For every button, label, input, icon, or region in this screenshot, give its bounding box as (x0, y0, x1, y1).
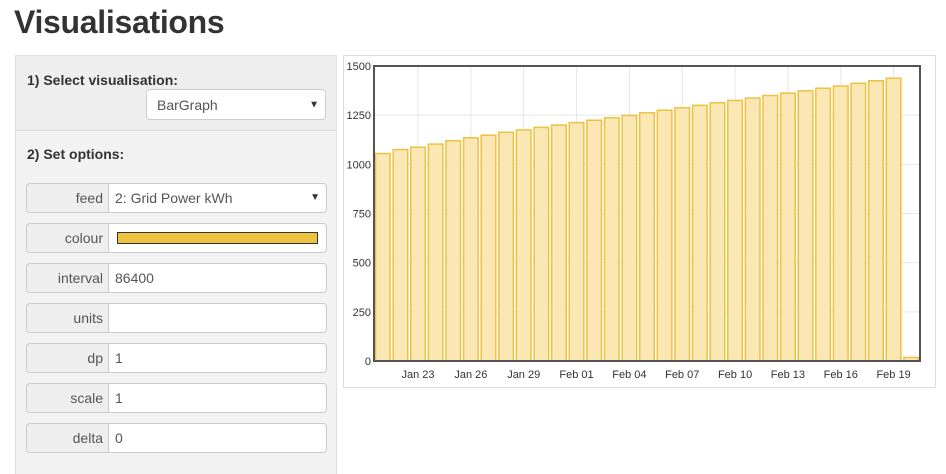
colour-swatch[interactable] (117, 232, 318, 244)
bar (691, 104, 708, 362)
feed-select-value: 2: Grid Power kWh (115, 190, 233, 206)
visualisation-options-panel: 1) Select visualisation: BarGraph ▼ 2) S… (15, 55, 337, 474)
option-row-scale: scale 1 (26, 383, 327, 413)
option-row-colour: colour (26, 223, 327, 253)
x-tick-label: Feb 10 (718, 369, 752, 381)
x-tick-label: Feb 07 (665, 369, 699, 381)
feed-label: feed (26, 183, 108, 213)
bar (480, 134, 497, 362)
y-tick-label: 250 (353, 307, 371, 319)
bar (550, 124, 567, 362)
bar (850, 82, 867, 362)
dp-input[interactable]: 1 (108, 343, 327, 373)
interval-input[interactable]: 86400 (108, 263, 327, 293)
scale-label: scale (26, 383, 108, 413)
bar (374, 152, 391, 362)
bar (621, 114, 638, 362)
x-tick-label: Feb 13 (771, 369, 805, 381)
bar (533, 126, 550, 362)
bar (498, 131, 515, 362)
bar (392, 148, 409, 362)
bar (656, 109, 673, 362)
bar (832, 85, 849, 362)
bar (568, 121, 585, 362)
bar (815, 87, 832, 362)
y-tick-label: 1000 (347, 159, 371, 171)
bar (674, 106, 691, 362)
bar (445, 139, 462, 362)
plot-border (373, 65, 921, 362)
bar (586, 119, 603, 362)
option-row-delta: delta 0 (26, 423, 327, 453)
dp-label: dp (26, 343, 108, 373)
bar (727, 99, 744, 362)
x-tick-label: Jan 29 (507, 369, 540, 381)
visualisation-select-value: BarGraph (157, 96, 218, 113)
bar (427, 143, 444, 362)
bar (797, 90, 814, 362)
bar (638, 112, 656, 362)
chevron-down-icon: ▼ (309, 99, 319, 110)
option-row-interval: interval 86400 (26, 263, 327, 293)
y-tick-label: 750 (353, 209, 371, 221)
bar-graph: 0 250 500 750 1000 1250 1500 Jan 23 Jan 26 Jan 29… (347, 61, 921, 381)
bar (779, 92, 796, 362)
x-tick-label: Jan 26 (454, 369, 487, 381)
bar (515, 129, 532, 362)
feed-select[interactable]: 2: Grid Power kWh ▼ (108, 183, 327, 213)
bar (603, 116, 620, 362)
x-tick-label: Feb 04 (612, 369, 646, 381)
bar-graph-container: 0 250 500 750 1000 1250 1500 Jan 23 Jan 26 Jan 29… (343, 55, 936, 388)
y-tick-label: 1500 (347, 61, 371, 73)
x-tick-label: Jan 23 (402, 369, 435, 381)
bar (762, 94, 779, 362)
y-tick-label: 0 (365, 356, 371, 368)
select-visualisation-section: 1) Select visualisation: BarGraph ▼ (16, 56, 336, 131)
colour-picker[interactable] (108, 223, 327, 253)
bar (462, 137, 479, 362)
option-row-dp: dp 1 (26, 343, 327, 373)
bar (709, 102, 726, 362)
y-tick-label: 500 (353, 258, 371, 270)
chevron-down-icon: ▼ (310, 192, 320, 203)
page-title: Visualisations (14, 4, 225, 40)
x-tick-label: Feb 19 (876, 369, 910, 381)
step2-label: 2) Set options: (27, 146, 125, 162)
interval-label: interval (26, 263, 108, 293)
delta-input[interactable]: 0 (108, 423, 327, 453)
x-tick-label: Feb 16 (824, 369, 858, 381)
visualisation-select[interactable]: BarGraph ▼ (146, 89, 326, 120)
bar (409, 146, 427, 362)
scale-input[interactable]: 1 (108, 383, 327, 413)
x-tick-label: Feb 01 (559, 369, 593, 381)
bar (867, 80, 885, 362)
option-row-feed: feed 2: Grid Power kWh ▼ (26, 183, 327, 213)
delta-label: delta (26, 423, 108, 453)
units-input[interactable] (108, 303, 327, 333)
bar (744, 97, 761, 362)
y-tick-label: 1250 (347, 110, 371, 122)
bar (885, 77, 902, 362)
units-label: units (26, 303, 108, 333)
colour-label: colour (26, 223, 108, 253)
option-row-units: units (26, 303, 327, 333)
step1-label: 1) Select visualisation: (27, 72, 178, 88)
